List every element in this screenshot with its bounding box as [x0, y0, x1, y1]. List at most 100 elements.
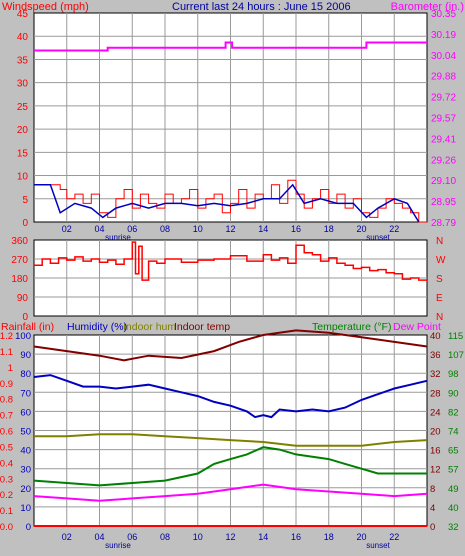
direction-tick-label: 270	[11, 255, 28, 266]
rainfall-tick-label: 0.8	[0, 395, 13, 406]
windspeed-average-line	[34, 183, 420, 223]
compass-tick-label: E	[436, 293, 443, 304]
humidity-line	[33, 374, 428, 419]
barometer-axis-label: Barometer (in.)	[391, 1, 464, 13]
dew-point-label: Dew Point	[393, 321, 441, 333]
x-tick-label: 18	[324, 532, 334, 542]
rainfall-tick-label: 0.4	[0, 458, 13, 469]
x-tick-label: 16	[291, 224, 301, 234]
barometer-tick-label: 28.79	[431, 218, 456, 229]
rainfall-tick-label: 0.9	[0, 379, 13, 390]
x-tick-label: 10	[193, 224, 203, 234]
humidity-tick-label: 100	[15, 331, 31, 342]
indoor-temp-tick-label: 0	[430, 522, 435, 533]
humidity-tick-label: 70	[20, 388, 31, 399]
grid-lines	[34, 13, 427, 526]
compass-tick-label: N	[436, 312, 443, 323]
barometer-tick-label: 29.41	[431, 134, 456, 145]
indoor-temp-tick-label: 12	[430, 465, 441, 476]
sunrise-label-bottom: sunrise	[105, 541, 131, 550]
sunrise-label-top: sunrise	[105, 233, 131, 242]
x-tick-label: 22	[389, 224, 399, 234]
direction-tick-label: 90	[17, 293, 29, 304]
rainfall-tick-label: 0.1	[0, 506, 13, 517]
barometer-line	[34, 41, 427, 52]
barometer-tick-label: 30.19	[431, 30, 456, 41]
series-layer	[33, 41, 428, 527]
temperature-tick-label: 49	[448, 484, 459, 495]
x-tick-label: 04	[94, 532, 104, 542]
rainfall-tick-label: 1.1	[0, 347, 13, 358]
temperature-tick-label: 98	[448, 369, 459, 380]
temperature-tick-label: 40	[448, 503, 459, 514]
temperature-tick-label: 107	[448, 350, 464, 361]
indoor-temp-label: Indoor temp	[174, 321, 230, 333]
humidity-tick-label: 80	[20, 369, 31, 380]
indoor-temp-tick-label: 28	[430, 388, 441, 399]
compass-tick-label: S	[436, 274, 443, 285]
windspeed-tick-label: 30	[17, 79, 29, 90]
temperature-axis-label: Temperature (°F)	[312, 321, 391, 333]
x-tick-label: 06	[127, 532, 137, 542]
x-tick-label: 02	[62, 532, 72, 542]
humidity-tick-label: 40	[20, 446, 31, 457]
humidity-tick-label: 90	[20, 350, 31, 361]
x-tick-label: 14	[258, 532, 268, 542]
barometer-tick-label: 30.04	[431, 51, 456, 62]
humidity-axis-label: Humidity (%)	[67, 321, 127, 333]
humidity-tick-label: 0	[26, 522, 31, 533]
humidity-tick-label: 60	[20, 407, 31, 418]
rainfall-axis-label: Rainfall (in)	[1, 321, 54, 333]
barometer-tick-label: 29.72	[431, 93, 456, 104]
rainfall-tick-label: 0.5	[0, 442, 13, 453]
indoor-hum-line	[34, 433, 428, 447]
rainfall-tick-label: 0.0	[0, 522, 13, 533]
x-tick-label: 10	[193, 532, 203, 542]
indoor-temp-tick-label: 36	[430, 350, 441, 361]
temperature-tick-label: 57	[448, 465, 459, 476]
compass-tick-label: N	[436, 236, 443, 247]
direction-tick-label: 0	[22, 312, 28, 323]
rainfall-tick-label: 1	[8, 363, 13, 374]
rainfall-tick-label: 0.2	[0, 490, 13, 501]
rainfall-tick-label: 0.7	[0, 411, 13, 422]
windspeed-tick-label: 10	[17, 172, 29, 183]
x-tick-label: 08	[160, 224, 170, 234]
windspeed-tick-label: 35	[17, 55, 29, 66]
indoor-temp-line	[33, 446, 427, 487]
temperature-f-line	[33, 329, 428, 362]
temperature-tick-label: 115	[448, 331, 463, 342]
x-tick-label: 04	[94, 224, 104, 234]
windspeed-tick-label: 25	[17, 102, 29, 113]
temperature-tick-label: 82	[448, 407, 459, 418]
dew-point-line	[33, 483, 428, 502]
x-tick-label: 18	[324, 224, 334, 234]
temperature-tick-label: 32	[448, 522, 459, 533]
temperature-tick-label: 90	[448, 388, 459, 399]
compass-tick-label: W	[436, 255, 446, 266]
indoor-temp-tick-label: 24	[430, 407, 441, 418]
humidity-tick-label: 50	[20, 427, 31, 438]
windspeed-tick-label: 5	[22, 195, 28, 206]
indoor-temp-tick-label: 4	[430, 503, 435, 514]
barometer-tick-label: 29.57	[431, 114, 456, 125]
x-tick-label: 06	[127, 224, 137, 234]
barometer-tick-label: 30.35	[431, 9, 456, 20]
wind-direction-line	[34, 241, 427, 281]
indoor-temp-tick-label: 40	[430, 331, 441, 342]
temperature-tick-label: 65	[448, 446, 459, 457]
x-tick-label: 16	[291, 532, 301, 542]
rainfall-tick-label: 0.6	[0, 427, 13, 438]
humidity-tick-label: 10	[20, 503, 31, 514]
rainfall-tick-label: 0.3	[0, 474, 13, 485]
humidity-tick-label: 30	[20, 465, 31, 476]
x-tick-label: 02	[62, 224, 72, 234]
windspeed-axis-label: Windspeed (mph)	[2, 1, 89, 13]
rainfall-tick-label: 1.2	[0, 331, 13, 342]
direction-tick-label: 180	[11, 274, 28, 285]
x-tick-label: 20	[356, 532, 366, 542]
indoor-temp-tick-label: 16	[430, 446, 441, 457]
humidity-tick-label: 20	[20, 484, 31, 495]
